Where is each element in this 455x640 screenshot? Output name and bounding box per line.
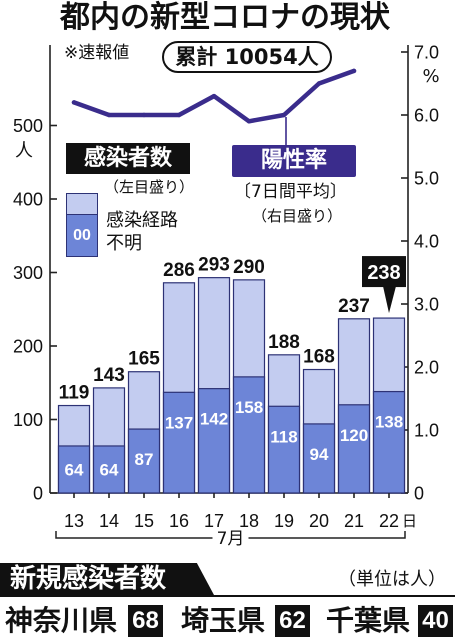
left-axis-tick-label: 100 — [13, 410, 43, 430]
bar-unknown-route-value-label: 94 — [310, 445, 329, 464]
x-axis-tick-label: 17 — [204, 511, 224, 531]
bar-unknown-route-value-label: 64 — [65, 460, 84, 479]
bar-unknown-route — [92, 445, 126, 494]
x-axis-tick-label: 18 — [239, 511, 259, 531]
bar-unknown-route — [267, 405, 301, 494]
month-label: 7月 — [217, 529, 245, 549]
legend-left-scale-note: （左目盛り） — [104, 178, 195, 196]
bar-total-value-label: 165 — [128, 349, 160, 370]
right-axis-tick-label: 2.0 — [414, 358, 439, 378]
prefecture-name: 千葉県 — [326, 604, 411, 637]
bar-unknown-route-value-label: 64 — [100, 460, 119, 479]
bar-unknown-route — [337, 404, 371, 494]
x-axis-tick-label: 19 — [274, 511, 294, 531]
bar-unknown-route-value-label: 137 — [165, 413, 193, 432]
regional-heading-banner — [0, 563, 214, 595]
legend-swatch-total — [67, 194, 97, 215]
bar-total-value-label: 293 — [198, 255, 230, 276]
page-title: 都内の新型コロナの現状 — [60, 0, 390, 35]
bar-unknown-route-value-label: 118 — [270, 427, 297, 446]
left-axis-tick-label: 400 — [13, 190, 43, 210]
left-axis-tick-label: 300 — [13, 263, 43, 283]
positivity-rate-point — [71, 100, 77, 105]
bar-unknown-route — [372, 390, 406, 494]
right-axis-tick-label: 6.0 — [414, 106, 439, 126]
prefecture-count: 68 — [128, 605, 163, 637]
x-axis-tick-label: 21 — [344, 511, 364, 531]
covid-chart: 0 100 200 300 400 500 人 0 1.0 2.0 3.0 4.0 5.0 6.0 7.0%… — [13, 43, 440, 549]
positivity-rate-point — [106, 112, 112, 118]
positivity-rate-point — [141, 112, 147, 118]
left-axis-unit: 人 — [15, 141, 33, 162]
right-axis-unit: % — [422, 66, 439, 87]
prefecture-count: 40 — [418, 605, 453, 637]
bar-total-value-label: 168 — [303, 347, 335, 368]
right-axis-tick-label: 4.0 — [414, 232, 439, 252]
right-axis-tick-label: 3.0 — [414, 295, 439, 315]
x-axis-tick-label: 14 — [99, 511, 119, 531]
bar-unknown-route — [197, 388, 231, 494]
bar-unknown-route-value-label: 138 — [375, 413, 403, 432]
legend-swatch-unknown: 00 — [67, 215, 97, 256]
right-axis-tick-label: 1.0 — [414, 421, 439, 441]
bar-total-value-label: 143 — [93, 365, 125, 386]
legend-rate-average-note: 〔7日間平均〕 — [234, 182, 347, 202]
bar-total-value-label: 290 — [233, 257, 265, 278]
bar-total-value-label: 119 — [59, 383, 90, 404]
bar-unknown-route-value-label: 120 — [340, 426, 368, 445]
bar-unknown-route — [162, 391, 196, 494]
legend-infected-count: 感染者数 — [66, 143, 190, 174]
positivity-rate-point — [316, 81, 322, 86]
month-label-background — [212, 527, 249, 549]
x-axis-tick-label: 16 — [169, 511, 189, 531]
bar-unknown-route — [232, 376, 266, 494]
bar-total-value-label: 237 — [338, 296, 370, 317]
bar-total-value-label: 286 — [163, 260, 195, 281]
regional-unit-note: （単位は人） — [338, 569, 446, 590]
bar-unknown-route-value-label: 87 — [135, 450, 154, 469]
left-axis-tick-label: 0 — [33, 484, 43, 504]
bar-total-value-label: 238 — [367, 262, 400, 284]
left-axis-tick-label: 200 — [13, 337, 43, 357]
right-axis-tick-label: 5.0 — [414, 169, 439, 189]
bar-unknown-route — [57, 445, 91, 494]
positivity-rate-point — [246, 119, 252, 124]
cumulative-total-badge: 累計 10054人 — [162, 41, 332, 73]
x-axis-tick-label: 22 — [379, 511, 399, 531]
x-axis-tick-label: 13 — [64, 511, 84, 531]
positivity-rate-point — [281, 112, 287, 118]
bar-total-value-label: 188 — [268, 332, 300, 353]
right-axis-tick-label: 7.0 — [414, 43, 439, 63]
x-axis-tick-label: 15 — [134, 511, 154, 531]
bar-unknown-route-value-label: 158 — [235, 398, 263, 417]
right-axis-tick-label: 0 — [414, 484, 424, 504]
latest-value-pointer — [383, 286, 396, 314]
positivity-rate-point — [211, 93, 217, 99]
legend-swatch: 00 — [66, 193, 98, 257]
x-axis-tick-label: 20 — [309, 511, 329, 531]
legend-unknown-route-label: 感染経路不明 — [106, 210, 178, 254]
left-axis-tick-label: 500 — [13, 116, 43, 136]
legend-swatch-text: 00 — [73, 227, 91, 244]
bar-unknown-route-value-label: 142 — [200, 410, 228, 429]
x-axis-unit: 日 — [402, 512, 417, 530]
legend-right-scale-note: （右目盛り） — [252, 207, 343, 225]
prefecture-count: 62 — [275, 605, 310, 637]
positivity-rate-point — [351, 68, 357, 74]
regional-divider — [0, 595, 455, 597]
positivity-rate-point — [176, 112, 182, 118]
preliminary-note: ※速報値 — [64, 43, 130, 63]
prefecture-name: 埼玉県 — [181, 604, 266, 637]
legend-rate-box: 陽性率 — [232, 145, 356, 177]
regional-heading: 新規感染者数 — [10, 564, 167, 594]
latest-value-box — [362, 256, 406, 288]
prefecture-name: 神奈川県 — [5, 604, 118, 637]
